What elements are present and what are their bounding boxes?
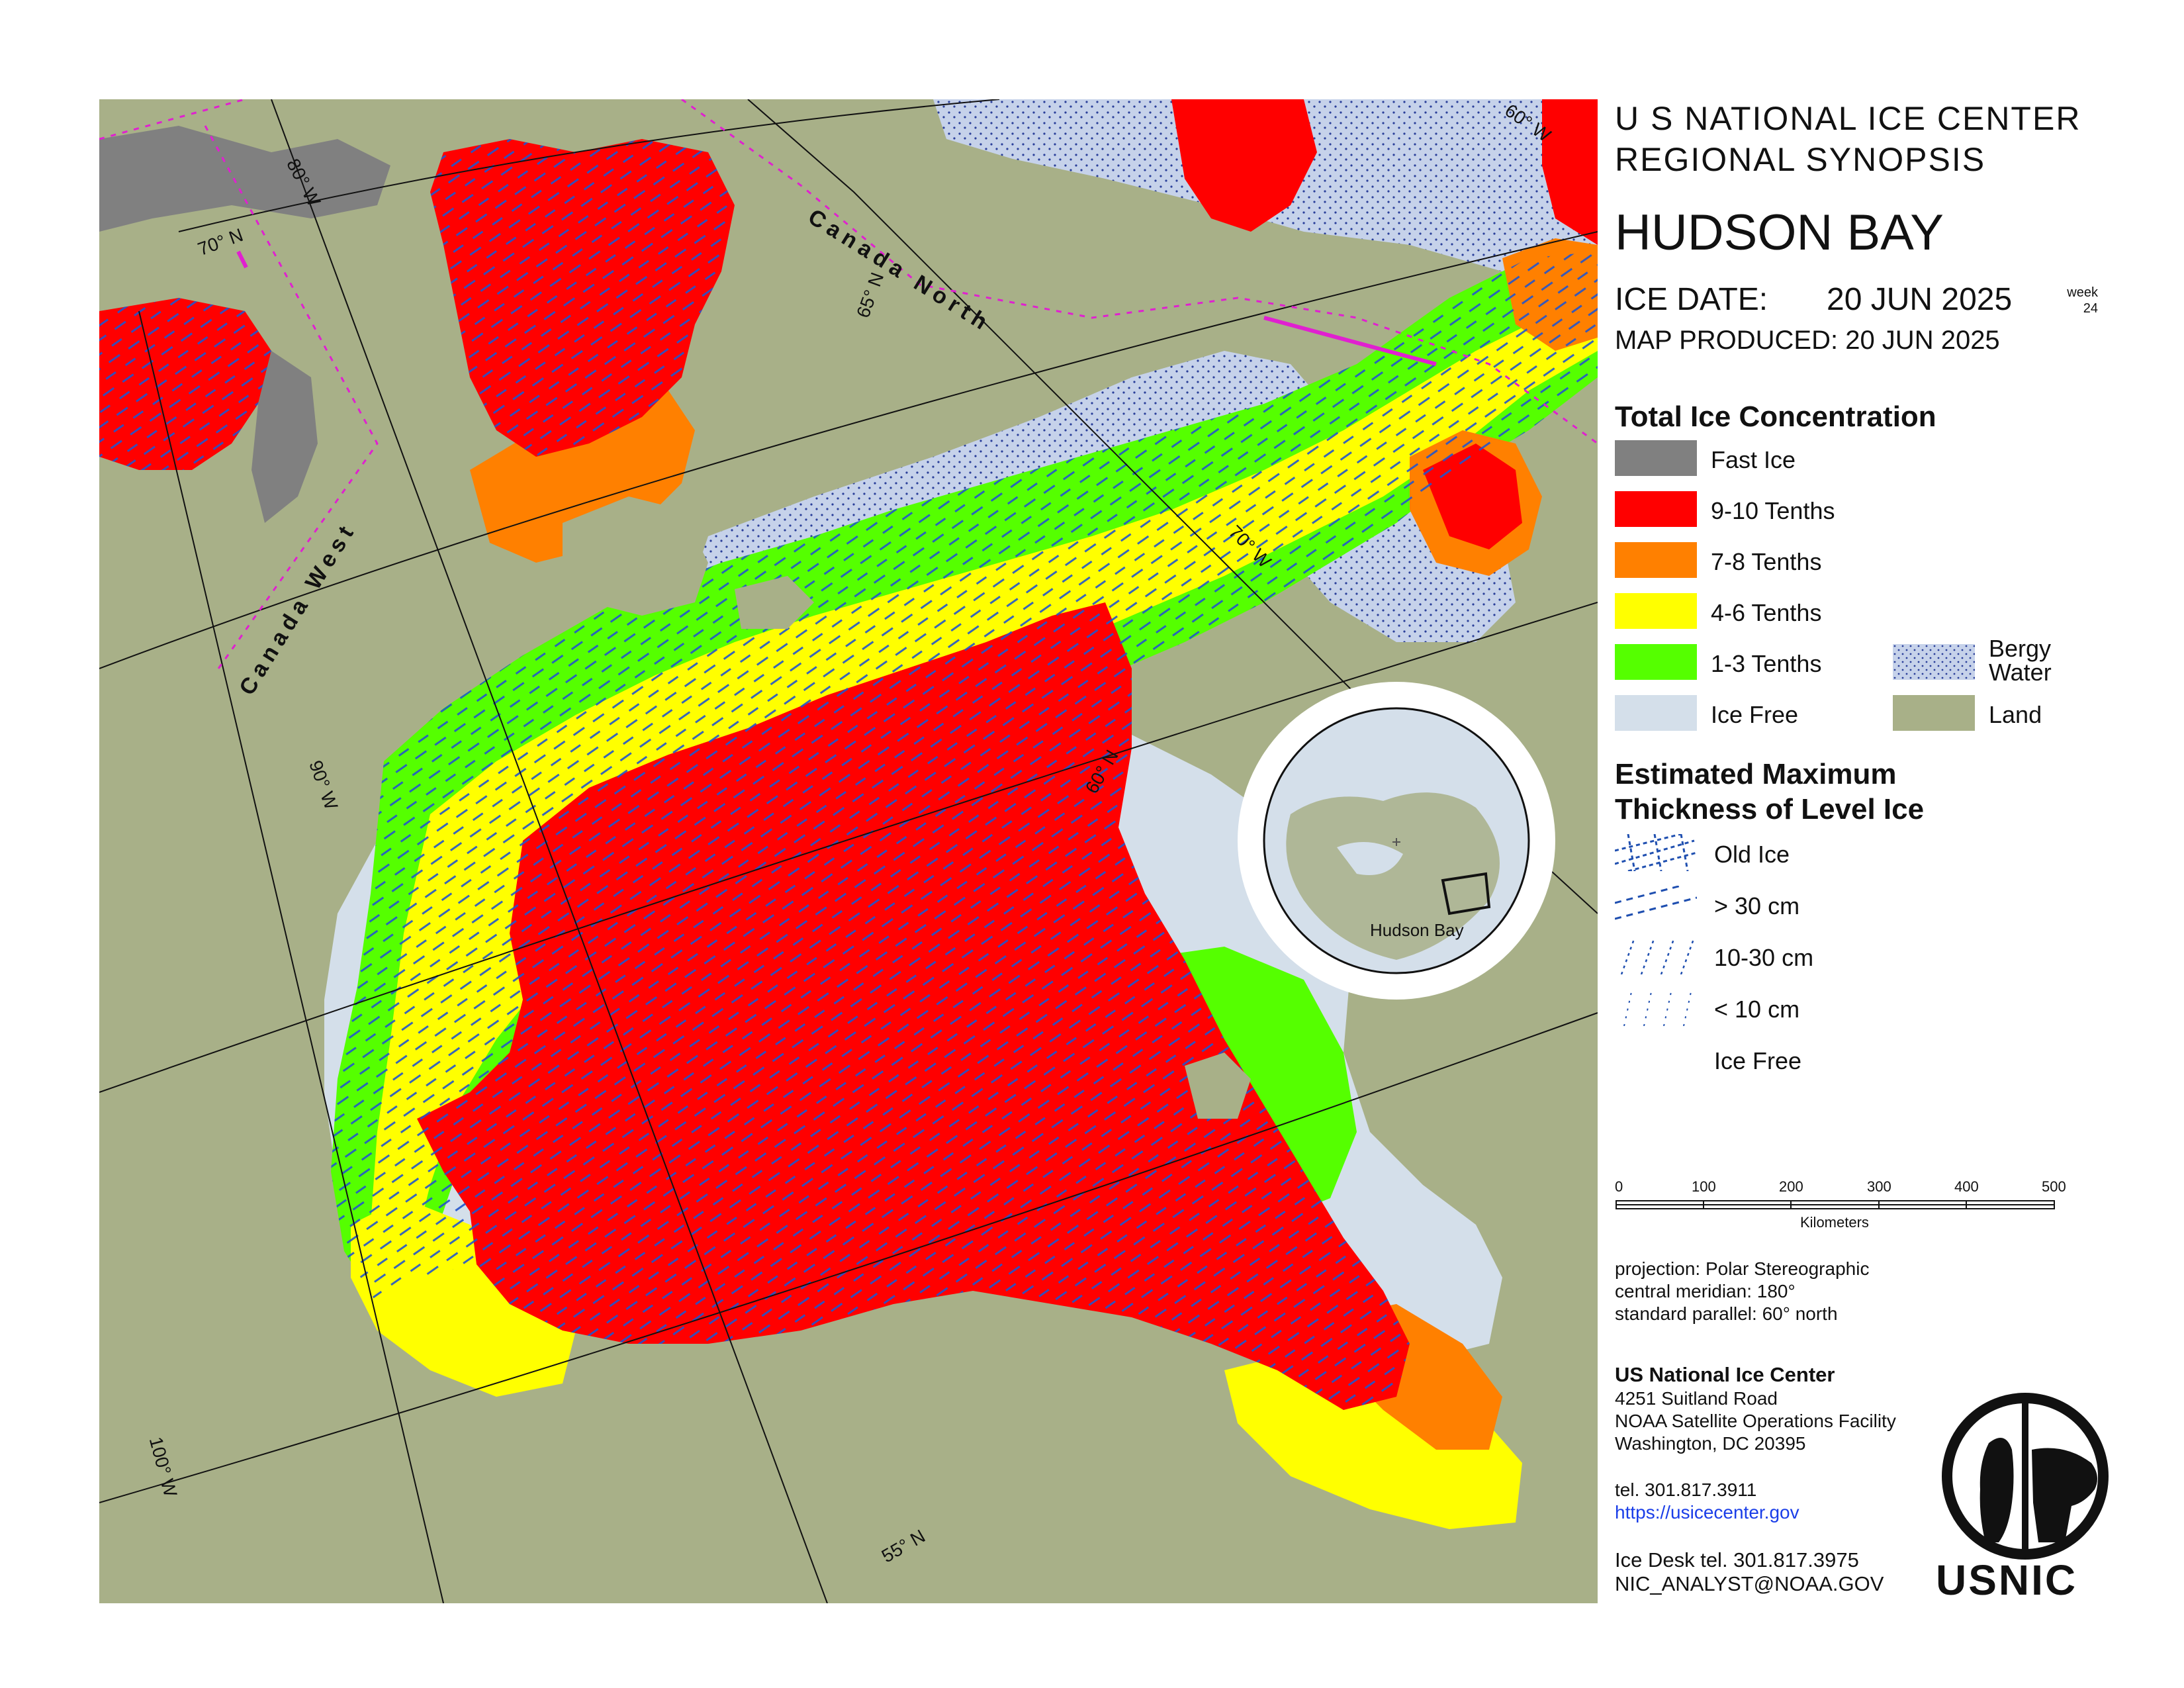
ice-date-value: 20 JUN 2025 <box>1827 282 2013 317</box>
logo-text: USNIC <box>1936 1556 2078 1604</box>
map-canvas <box>99 99 1598 1603</box>
thickness-hatch-west <box>99 298 271 470</box>
usnic-emblem <box>1942 1393 2109 1560</box>
scale-tick-400: 400 <box>1954 1178 1979 1195</box>
legend-label-ice-free: Ice Free <box>1711 701 1799 728</box>
scale-bar: 0 100 200 300 400 500 Kilometers <box>1615 1178 2078 1231</box>
map-produced: MAP PRODUCED: 20 JUN 2025 <box>1615 326 2000 355</box>
region-divider-strait <box>1263 316 1437 366</box>
swatch-fast-ice <box>1615 440 1697 476</box>
projection-line-3: standard parallel: 60° north <box>1615 1303 1838 1324</box>
contact-email: NIC_ANALYST@NOAA.GOV <box>1615 1572 1884 1595</box>
legend-label-land: Land <box>1989 701 2042 728</box>
land-belcher-islands <box>1185 1053 1251 1119</box>
bergy-label-line2: Water <box>1989 659 2052 686</box>
contact-address-1: 4251 Suitland Road <box>1615 1388 1778 1409</box>
thickness-legend-title-2: Thickness of Level Ice <box>1615 793 1925 825</box>
scale-tick-200: 200 <box>1779 1178 1803 1195</box>
fast-ice-nw <box>99 126 390 232</box>
conc-9-10-tenths-ne <box>1542 99 1598 245</box>
projection-line-1: projection: Polar Stereographic <box>1615 1258 1870 1279</box>
swatch-land <box>1893 695 1975 731</box>
agency-title: U S NATIONAL ICE CENTER <box>1615 100 2081 137</box>
bergy-label-line1: Bergy <box>1989 635 2052 662</box>
graticule <box>99 99 1598 1603</box>
projection-line-2: central meridian: 180° <box>1615 1281 1796 1301</box>
ice-chart-map: 70° N 65° N 60° N 55° N 80° W 90° W 100°… <box>99 99 1598 1603</box>
thickness-label-10-30: 10-30 cm <box>1714 944 1814 971</box>
thickness-label-old-ice: Old Ice <box>1714 841 1790 868</box>
thickness-legend-title-1: Estimated Maximum <box>1615 758 1897 790</box>
legend-label-4-6: 4-6 Tenths <box>1711 599 1822 626</box>
region-boundaries <box>99 99 1598 669</box>
legend-label-bergy-water: Bergy Water <box>1989 637 2052 684</box>
locator-inset: Hudson Bay <box>1238 682 1555 1000</box>
legend-label-1-3: 1-3 Tenths <box>1711 650 1822 677</box>
usnic-logo: USNIC <box>1933 1390 2124 1604</box>
synopsis-title: REGIONAL SYNOPSIS <box>1615 141 1986 178</box>
week-indicator: week 24 <box>2058 285 2098 316</box>
ice-desk-tel: Ice Desk tel. 301.817.3975 <box>1615 1548 1859 1571</box>
week-number: 24 <box>2083 301 2098 316</box>
scale-bar-graphic <box>1615 1200 2055 1209</box>
scale-tick-500: 500 <box>2042 1178 2066 1195</box>
over-30cm-symbol <box>1615 886 1697 920</box>
fast-ice-w <box>251 351 318 523</box>
inset-label: Hudson Bay <box>1370 920 1464 940</box>
concentration-legend-title: Total Ice Concentration <box>1615 400 1936 433</box>
swatch-1-3 <box>1615 644 1697 680</box>
week-label: week <box>2067 285 2098 300</box>
under-10cm-symbol <box>1623 989 1692 1026</box>
legend-panel: U S NATIONAL ICE CENTER REGIONAL SYNOPSI… <box>1615 99 2164 1622</box>
swatch-ice-free <box>1615 695 1697 731</box>
contact-address-2: NOAA Satellite Operations Facility <box>1615 1411 1896 1431</box>
region-title: HUDSON BAY <box>1615 205 1944 261</box>
swatch-4-6 <box>1615 593 1697 629</box>
legend-label-fast-ice: Fast Ice <box>1711 446 1796 473</box>
thickness-label-under-10: < 10 cm <box>1714 996 1800 1023</box>
legend-label-7-8: 7-8 Tenths <box>1711 548 1822 575</box>
legend-label-9-10: 9-10 Tenths <box>1711 497 1835 524</box>
thickness-label-ice-free: Ice Free <box>1714 1047 1802 1074</box>
contact-org: US National Ice Center <box>1615 1363 1835 1386</box>
conc-9-10-tenths-north <box>1171 99 1317 232</box>
scale-tick-0: 0 <box>1615 1178 1623 1195</box>
10-30cm-symbol <box>1620 937 1696 974</box>
scale-tick-100: 100 <box>1692 1178 1716 1195</box>
land-coats-island <box>735 576 814 629</box>
contact-tel: tel. 301.817.3911 <box>1615 1479 1757 1500</box>
contact-address-3: Washington, DC 20395 <box>1615 1433 1806 1454</box>
land-southampton-island <box>563 496 708 616</box>
thickness-label-over-30: > 30 cm <box>1714 892 1800 919</box>
scale-unit: Kilometers <box>1800 1214 1869 1231</box>
region-divider-west <box>236 250 248 269</box>
conc-4-6-tenths-se <box>1224 1344 1522 1529</box>
thickness-hatch-foxe <box>430 139 735 457</box>
swatch-bergy-water <box>1893 644 1975 680</box>
old-ice-symbol <box>1615 834 1697 871</box>
scale-tick-300: 300 <box>1867 1178 1891 1195</box>
inset-globe <box>1263 707 1530 974</box>
contact-url-link[interactable]: https://usicecenter.gov <box>1615 1502 1799 1523</box>
thickness-hatch-bay <box>331 252 1598 1410</box>
swatch-9-10 <box>1615 491 1697 527</box>
ice-date-label: ICE DATE: <box>1615 282 1768 317</box>
swatch-7-8 <box>1615 542 1697 578</box>
